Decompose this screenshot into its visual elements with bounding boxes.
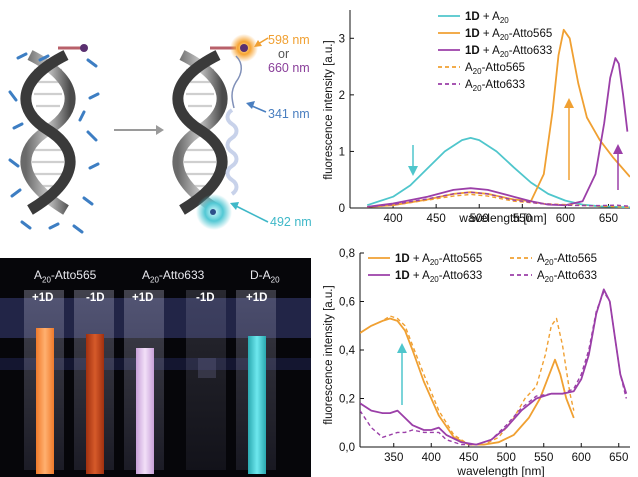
x-tick-label: 500	[497, 452, 516, 464]
cuvette-label-5: +1D	[246, 292, 268, 304]
legend: 1D + A20 1D + A20-Atto565 1D + A20-Atto633…	[438, 11, 552, 93]
legend-item: A20-Atto633	[438, 79, 525, 93]
legend-item: 1D + A20-Atto565	[368, 253, 482, 267]
cuvette-label-2: -1D	[86, 292, 105, 304]
series-line-1	[360, 315, 575, 446]
cuvette-1	[24, 290, 64, 474]
x-tick-label: 600	[572, 452, 591, 464]
series-group	[366, 28, 630, 208]
legend-label: 1D + A20-Atto565	[395, 253, 482, 267]
x-tick-label: 550	[513, 213, 532, 225]
legend-label: 1D + A20-Atto565	[465, 28, 552, 42]
cuvette-5	[236, 290, 276, 474]
dna-helix-right	[172, 34, 258, 230]
x-tick-label: 650	[609, 452, 628, 464]
cuvette-label-1: +1D	[32, 292, 54, 304]
x-axis-label: wavelength [nm]	[456, 464, 544, 477]
fluorescence-chart-top: 400 450 500 550 600 650 0 1 2 3 wavelength [nm] f…	[323, 10, 630, 225]
cuvette-4	[186, 290, 226, 470]
legend-label: A20-Atto565	[465, 62, 525, 76]
emission-label-598: 598 nm	[268, 33, 310, 47]
trend-arrows	[408, 98, 623, 190]
series-line-1	[367, 28, 630, 208]
y-tick-label: 0,0	[339, 442, 355, 454]
y-tick-label: 1	[339, 146, 345, 158]
x-tick-label: 650	[599, 213, 618, 225]
legend-item: 1D + A20-Atto565	[438, 28, 552, 42]
cuvette-3	[124, 290, 164, 474]
cuvette-photo: A20-Atto565 A20-Atto633 D-A20 +1D -1D +1…	[0, 258, 311, 477]
x-tick-label: 600	[556, 213, 575, 225]
x-tick-label: 500	[470, 213, 489, 225]
fluorescence-chart-bottom: 350 400 450 500 550 600 650 0,0 0,2 0,4 0,6 0,8 wav…	[323, 248, 630, 477]
emission-arrows	[230, 37, 269, 223]
series-line-3	[367, 193, 630, 208]
series-line-3	[360, 291, 627, 446]
dna-helix-left	[20, 44, 88, 215]
legend-item: A20-Atto565	[438, 62, 525, 76]
y-axis-label: fluorescence intensity [a.u.]	[323, 285, 335, 424]
legend-label: 1D + A20-Atto633	[395, 270, 482, 284]
legend-label: 1D + A20	[465, 11, 509, 25]
excitation-label-341: 341 nm	[268, 107, 310, 121]
y-tick-label: 0,8	[339, 248, 355, 260]
series-line-4	[367, 191, 630, 208]
legend-label: A20-Atto633	[465, 79, 525, 93]
legend-label: 1D + A20-Atto633	[465, 45, 552, 59]
x-tick-label: 550	[534, 452, 553, 464]
y-tick-label: 2	[339, 90, 345, 102]
series-line-0	[360, 317, 575, 446]
dna-scheme-illustration: 598 nm or 660 nm 341 nm 492 nm	[8, 33, 312, 234]
legend-item: 1D + A20-Atto633	[438, 45, 552, 59]
x-tick-label: 400	[383, 213, 402, 225]
y-tick-label: 0,6	[339, 297, 355, 309]
cuvette-2	[74, 290, 114, 474]
y-tick-label: 0	[339, 203, 345, 215]
legend-item: 1D + A20-Atto633	[368, 270, 482, 284]
emission-label-660: 660 nm	[268, 61, 310, 75]
x-tick-label: 400	[422, 452, 441, 464]
trend-arrow	[397, 343, 407, 405]
legend-item: A20-Atto565	[510, 253, 597, 267]
dye-molecules	[8, 52, 100, 234]
x-tick-label: 350	[384, 452, 403, 464]
series-line-0	[366, 136, 630, 208]
y-tick-label: 0,2	[339, 394, 355, 406]
legend-label: A20-Atto633	[537, 270, 597, 284]
series-group	[360, 288, 628, 446]
x-axis-label: wavelength [nm]	[458, 211, 546, 225]
legend-item: 1D + A20	[438, 11, 509, 25]
cuvette-label-4: -1D	[196, 292, 215, 304]
cuvette-label-3: +1D	[132, 292, 154, 304]
y-tick-label: 0,4	[339, 345, 356, 357]
photo-header-d-a20: D-A20	[250, 268, 280, 285]
y-axis-label: fluorescence intensity [a.u.]	[323, 40, 335, 179]
photo-header-atto633: A20-Atto633	[142, 268, 205, 285]
or-label: or	[278, 47, 289, 61]
series-line-2	[360, 288, 628, 446]
x-tick-label: 450	[459, 452, 478, 464]
process-arrow	[114, 125, 164, 135]
y-tick-label: 3	[339, 33, 345, 45]
cuvette-drawing	[0, 258, 311, 477]
x-tick-label: 450	[427, 213, 446, 225]
legend: 1D + A20-Atto565 A20-Atto565 1D + A20-Atto…	[368, 253, 597, 284]
photo-header-atto565: A20-Atto565	[34, 268, 97, 285]
legend-item: A20-Atto633	[510, 270, 597, 284]
legend-label: A20-Atto565	[537, 253, 597, 267]
emission-label-492: 492 nm	[270, 215, 312, 229]
